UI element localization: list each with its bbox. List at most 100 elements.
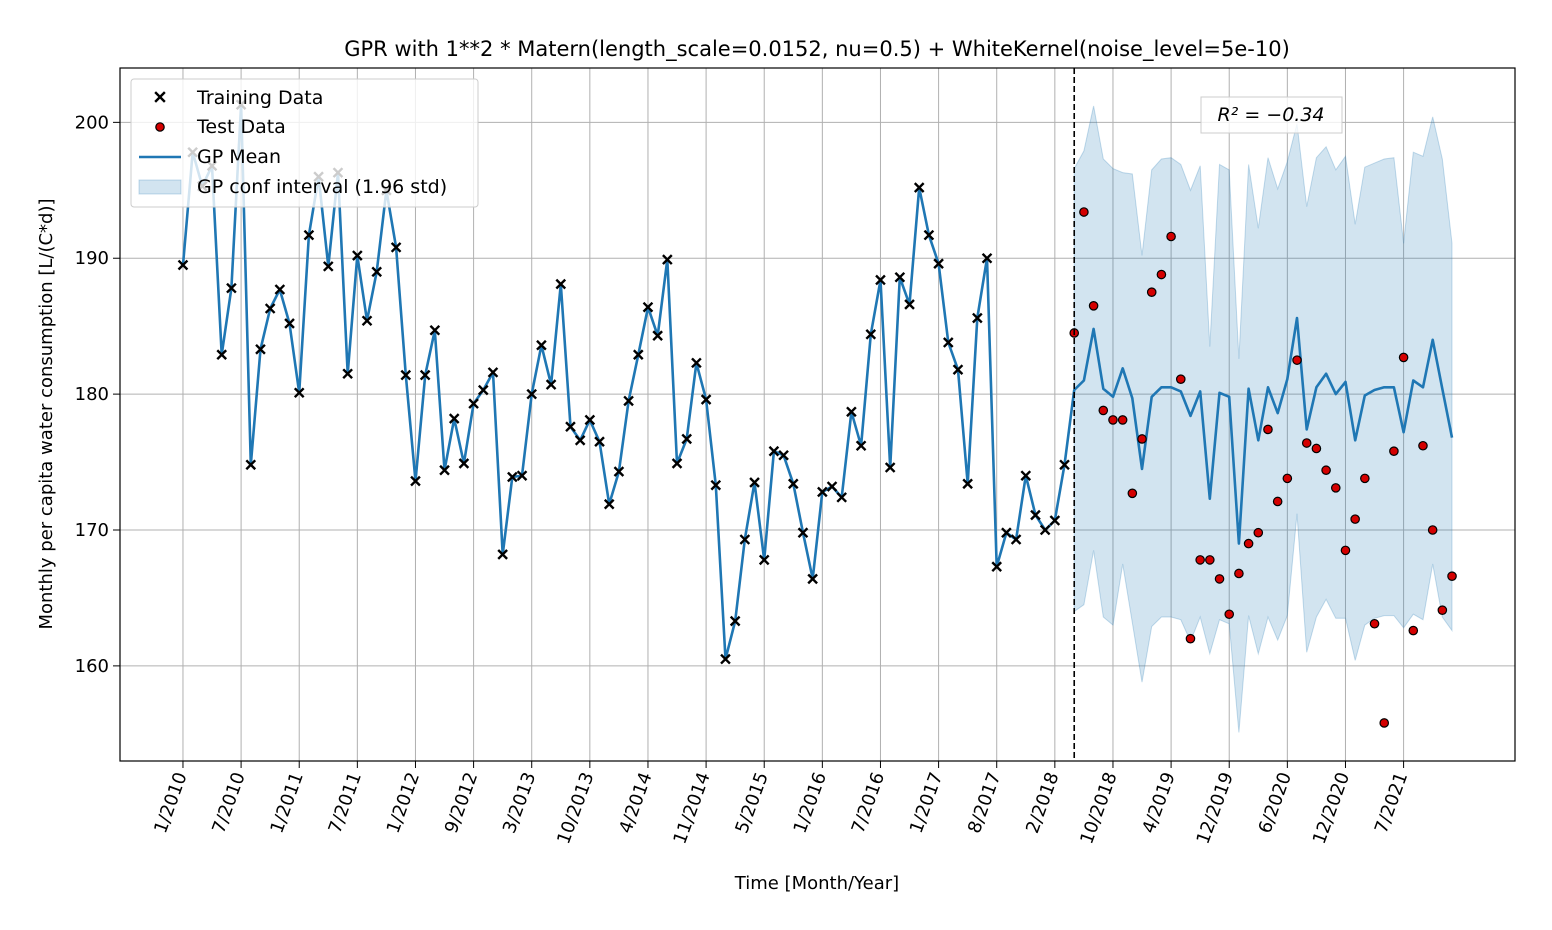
y-tick-label: 180 — [75, 384, 109, 405]
training-point-stroke — [1039, 524, 1051, 536]
training-point — [691, 357, 702, 369]
training-point-stroke — [875, 274, 886, 286]
training-point — [293, 387, 305, 399]
training-point-stroke — [817, 486, 828, 498]
training-point-stroke — [439, 464, 450, 476]
training-point — [526, 388, 538, 400]
training-point — [768, 445, 780, 457]
training-point-stroke — [371, 266, 383, 278]
test-point — [1340, 545, 1351, 556]
training-point-stroke — [991, 561, 1003, 572]
y-tick-label: 160 — [75, 656, 109, 677]
test-point — [1146, 287, 1157, 298]
training-point — [400, 369, 412, 381]
training-point-stroke — [419, 369, 431, 381]
training-point-stroke — [836, 492, 848, 503]
training-point-stroke — [497, 549, 508, 560]
training-point-stroke — [545, 379, 557, 390]
test-point — [1214, 574, 1225, 584]
training-point — [972, 312, 983, 324]
training-point-stroke — [603, 498, 615, 510]
test-point — [1156, 269, 1167, 280]
training-point — [923, 229, 935, 241]
training-point-stroke — [846, 406, 857, 418]
legend-label-mean: GP Mean — [197, 146, 281, 168]
training-point-stroke — [410, 475, 421, 487]
legend-label-training: Training Data — [196, 87, 323, 109]
test-point — [1398, 352, 1409, 363]
training-point-stroke — [574, 435, 586, 446]
training-point-stroke — [662, 254, 673, 265]
test-point — [1311, 443, 1322, 454]
training-point — [739, 534, 751, 545]
training-point — [390, 242, 402, 253]
training-point — [439, 464, 450, 476]
training-point — [536, 339, 547, 351]
training-point — [594, 436, 605, 447]
training-point-stroke — [1020, 470, 1032, 481]
training-point — [778, 449, 789, 461]
chart-title: GPR with 1**2 * Matern(length_scale=0.01… — [344, 37, 1290, 62]
training-point — [226, 282, 237, 294]
training-point-stroke — [720, 653, 731, 665]
training-point-stroke — [226, 282, 237, 294]
training-point-stroke — [787, 478, 799, 490]
training-point-stroke — [749, 477, 760, 488]
training-point-stroke — [933, 258, 944, 269]
training-point — [875, 274, 886, 286]
annotation-text: R² = −0.34 — [1217, 104, 1324, 126]
training-point-stroke — [293, 387, 305, 399]
training-point-stroke — [807, 573, 818, 585]
test-point — [1301, 438, 1312, 448]
test-point — [1079, 207, 1089, 217]
training-point — [565, 421, 576, 433]
training-point — [487, 367, 499, 378]
training-point-stroke — [652, 330, 663, 341]
test-point — [1321, 465, 1331, 476]
test-point — [1175, 374, 1186, 384]
training-point-stroke — [855, 440, 867, 452]
training-point-stroke — [468, 398, 479, 409]
test-point — [1098, 405, 1109, 416]
test-point — [1253, 527, 1264, 538]
training-point — [652, 330, 663, 341]
legend-marker-test — [155, 122, 165, 132]
training-point-stroke — [1010, 534, 1022, 545]
training-point-stroke — [352, 250, 363, 261]
training-point-stroke — [758, 554, 770, 566]
training-point-stroke — [274, 284, 286, 295]
training-point — [507, 471, 518, 483]
test-point — [1350, 514, 1360, 524]
training-point-stroke — [487, 367, 499, 378]
test-point — [1224, 609, 1235, 620]
test-point — [1418, 440, 1428, 451]
training-point-stroke — [390, 242, 402, 253]
test-point — [1234, 568, 1244, 579]
gp-mean-line — [181, 103, 1454, 661]
training-point — [303, 229, 315, 241]
training-point — [216, 349, 228, 361]
training-point — [846, 406, 857, 418]
test-point — [1330, 483, 1341, 493]
training-point-stroke — [536, 339, 547, 351]
training-point — [555, 278, 567, 290]
training-point — [1030, 509, 1041, 521]
training-point — [516, 470, 528, 481]
test-point — [1137, 434, 1147, 444]
training-point — [322, 261, 334, 272]
training-point-stroke — [284, 318, 295, 329]
training-point-stroke — [778, 449, 789, 461]
training-point-stroke — [904, 299, 915, 310]
training-point-stroke — [623, 395, 634, 407]
training-point-stroke — [942, 337, 954, 348]
test-point — [1108, 415, 1118, 425]
training-point — [584, 414, 596, 426]
training-point — [904, 299, 915, 310]
legend: Training Data Test Data GP Mean GP conf … — [130, 78, 479, 208]
training-point-stroke — [1049, 515, 1061, 526]
training-point-stroke — [458, 458, 470, 469]
training-point — [245, 459, 257, 471]
test-point — [1369, 618, 1380, 629]
training-point-stroke — [1059, 459, 1070, 471]
training-point — [545, 379, 557, 390]
